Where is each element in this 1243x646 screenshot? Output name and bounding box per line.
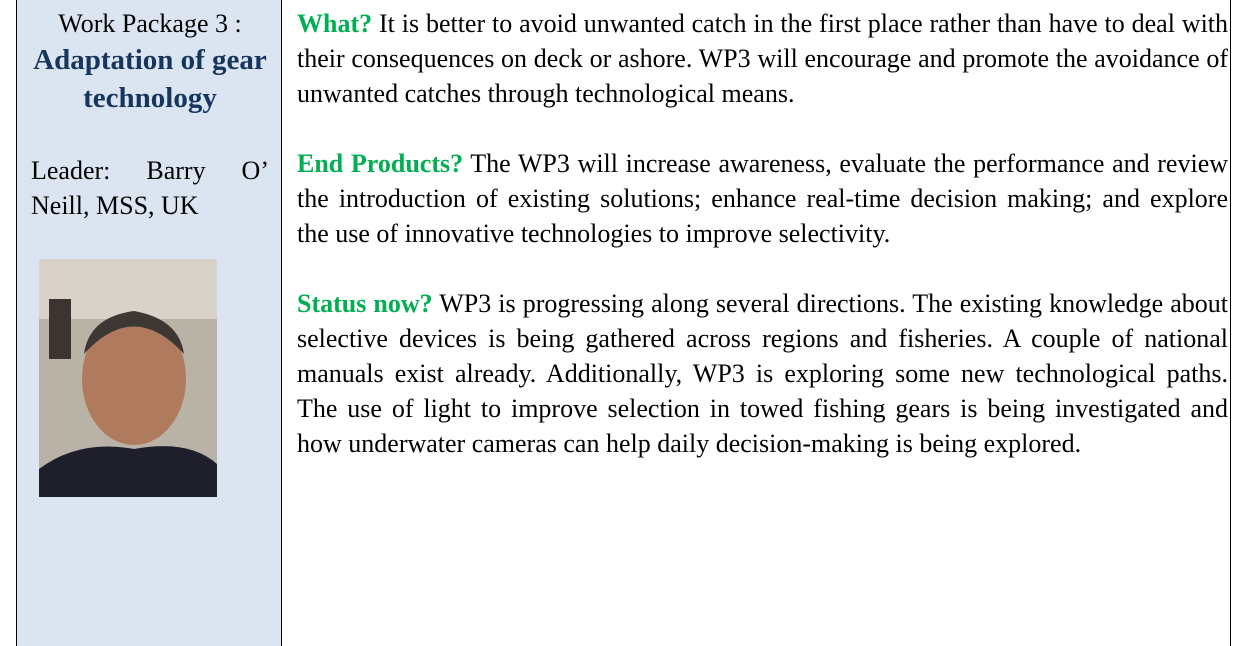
page: {"left": {"work_package": "Work Package … [0,0,1243,646]
section-heading: What? [297,9,372,38]
section-heading: Status now? [297,289,433,318]
section: What? It is better to avoid unwanted cat… [297,6,1228,111]
section: End Products? The WP3 will increase awar… [297,146,1228,251]
right-cell: What? It is better to avoid unwanted cat… [283,0,1231,646]
leader: Leader: Barry O’ Neill, MSS, UK [31,153,269,223]
section-text: WP3 is progressing along several directi… [297,289,1228,458]
section-heading: End Products? [297,149,463,178]
package-title: Adaptation of gear technology [31,41,269,117]
leader-photo [39,259,217,497]
left-cell: Work Package 3 : Adaptation of gear tech… [16,0,282,646]
section: Status now? WP3 is progressing along sev… [297,286,1228,461]
document: Work Package 3 : Adaptation of gear tech… [0,0,1243,646]
section-text: It is better to avoid unwanted catch in … [297,9,1228,108]
work-package: Work Package 3 : [31,6,269,41]
